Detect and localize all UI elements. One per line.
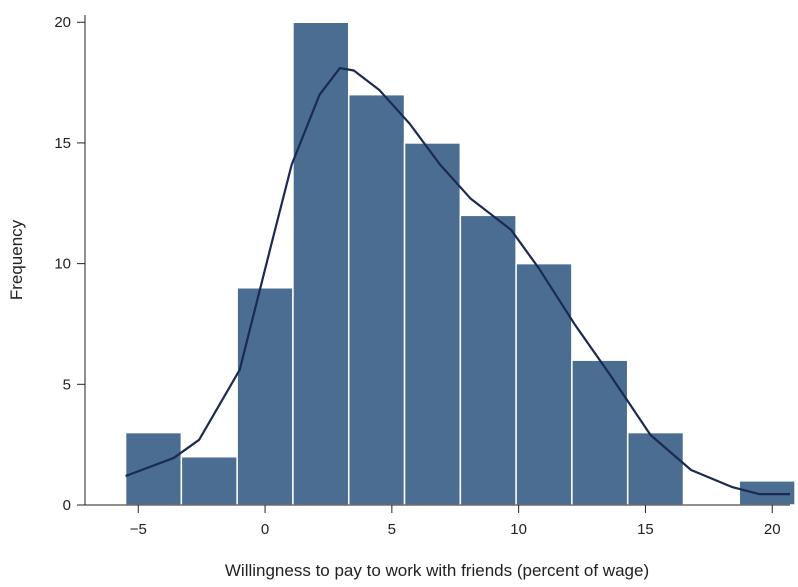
x-tick-label: 15 — [637, 521, 654, 538]
y-tick-label: 0 — [63, 497, 71, 514]
bar — [236, 287, 294, 506]
bar — [571, 359, 629, 506]
bar — [292, 21, 350, 506]
bar — [515, 262, 573, 506]
y-tick-label: 20 — [54, 14, 71, 31]
bar — [459, 214, 517, 506]
x-tick-label: 10 — [510, 521, 527, 538]
x-tick-label: −5 — [130, 521, 147, 538]
bar — [347, 93, 406, 506]
y-tick-label: 15 — [54, 135, 71, 152]
bar — [626, 431, 685, 506]
x-tick-label: 20 — [764, 521, 781, 538]
bar — [738, 480, 796, 506]
y-tick-label: 5 — [63, 376, 71, 393]
bar — [124, 431, 183, 506]
x-axis-label: Willingness to pay to work with friends … — [225, 561, 649, 580]
bar — [403, 142, 462, 506]
density-curve — [125, 67, 790, 496]
y-axis-label: Frequency — [7, 219, 26, 300]
x-tick-label: 5 — [388, 521, 396, 538]
x-tick-label: 0 — [261, 521, 269, 538]
y-tick-label: 10 — [54, 256, 71, 273]
bar — [180, 455, 238, 506]
